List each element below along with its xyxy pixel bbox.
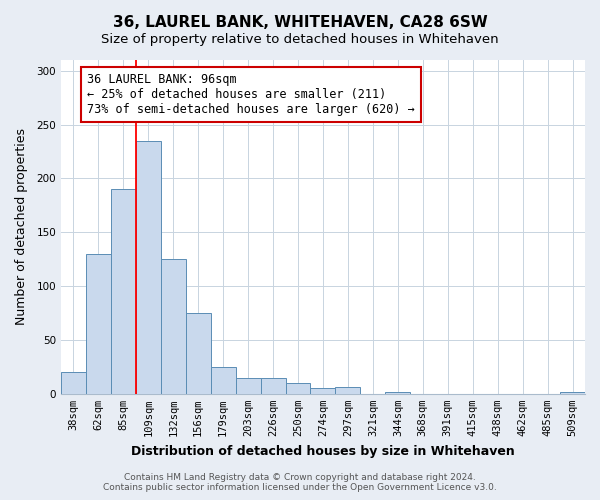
- Text: 36, LAUREL BANK, WHITEHAVEN, CA28 6SW: 36, LAUREL BANK, WHITEHAVEN, CA28 6SW: [113, 15, 487, 30]
- Bar: [286, 383, 310, 394]
- X-axis label: Distribution of detached houses by size in Whitehaven: Distribution of detached houses by size …: [131, 444, 515, 458]
- Bar: [310, 388, 335, 394]
- Bar: [86, 254, 111, 394]
- Text: 36 LAUREL BANK: 96sqm
← 25% of detached houses are smaller (211)
73% of semi-det: 36 LAUREL BANK: 96sqm ← 25% of detached …: [87, 73, 415, 116]
- Bar: [236, 378, 260, 394]
- Bar: [335, 388, 361, 394]
- Text: Contains HM Land Registry data © Crown copyright and database right 2024.
Contai: Contains HM Land Registry data © Crown c…: [103, 473, 497, 492]
- Bar: [211, 367, 236, 394]
- Bar: [260, 378, 286, 394]
- Bar: [161, 259, 186, 394]
- Bar: [385, 392, 410, 394]
- Bar: [136, 141, 161, 394]
- Bar: [61, 372, 86, 394]
- Y-axis label: Number of detached properties: Number of detached properties: [15, 128, 28, 326]
- Bar: [560, 392, 585, 394]
- Bar: [111, 189, 136, 394]
- Bar: [186, 313, 211, 394]
- Text: Size of property relative to detached houses in Whitehaven: Size of property relative to detached ho…: [101, 32, 499, 46]
